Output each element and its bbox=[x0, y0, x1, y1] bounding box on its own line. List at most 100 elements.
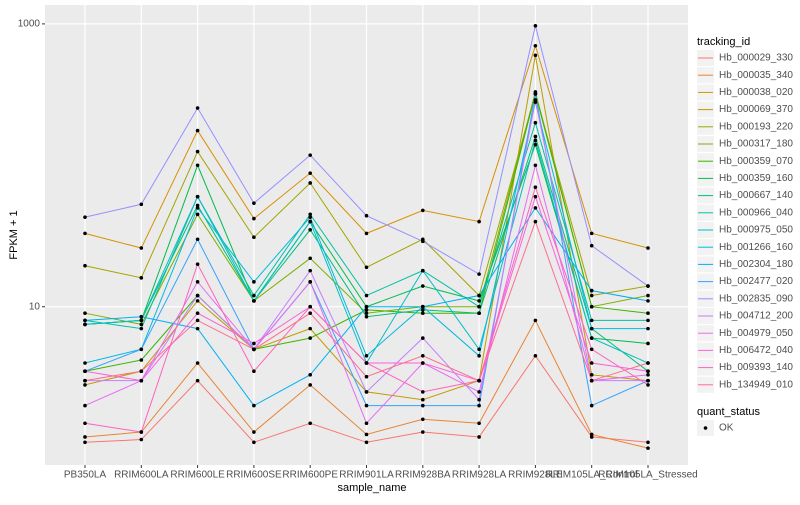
data-point bbox=[646, 318, 650, 323]
data-point bbox=[421, 361, 425, 365]
data-point bbox=[139, 437, 144, 442]
data-point bbox=[83, 440, 87, 445]
legend-label: Hb_000966_040 bbox=[719, 207, 793, 218]
data-point bbox=[364, 403, 369, 408]
legend-label: Hb_000975_050 bbox=[719, 225, 793, 236]
data-point bbox=[195, 194, 200, 199]
data-point bbox=[533, 53, 538, 58]
legend-label: Hb_000069_370 bbox=[719, 104, 793, 115]
x-tick-label: RRIM105LA_Stressed bbox=[598, 470, 698, 481]
data-point bbox=[421, 304, 425, 309]
x-tick-label: PB350LA bbox=[64, 470, 107, 481]
data-point bbox=[308, 304, 313, 309]
data-point bbox=[195, 149, 200, 154]
legend-label: Hb_000038_020 bbox=[719, 87, 793, 98]
data-point bbox=[252, 403, 256, 408]
legend-label: Hb_134949_010 bbox=[719, 379, 793, 390]
data-point bbox=[139, 318, 144, 323]
data-point bbox=[589, 432, 594, 437]
data-point bbox=[421, 417, 425, 422]
data-point bbox=[364, 421, 369, 426]
data-point bbox=[533, 194, 538, 199]
data-point bbox=[308, 268, 313, 273]
data-point bbox=[477, 299, 481, 303]
data-point bbox=[533, 120, 538, 125]
data-point bbox=[646, 361, 650, 365]
data-point bbox=[83, 378, 87, 383]
data-point bbox=[533, 142, 538, 147]
data-point bbox=[195, 378, 200, 383]
data-point bbox=[195, 163, 200, 168]
data-point bbox=[646, 341, 650, 346]
data-point bbox=[533, 92, 538, 96]
data-point bbox=[308, 336, 313, 340]
data-point bbox=[533, 318, 538, 323]
data-point bbox=[477, 347, 481, 352]
x-axis-title: sample_name bbox=[337, 482, 406, 494]
legend-label: Hb_000359_160 bbox=[719, 173, 793, 184]
data-point bbox=[195, 212, 200, 217]
data-point bbox=[589, 403, 594, 408]
data-point bbox=[252, 216, 256, 221]
data-point bbox=[364, 432, 369, 437]
data-point bbox=[308, 256, 313, 261]
data-point bbox=[252, 280, 256, 284]
data-point bbox=[421, 311, 425, 315]
data-point bbox=[83, 403, 87, 408]
data-point bbox=[646, 369, 650, 374]
data-point bbox=[477, 293, 481, 298]
y-tick-label: 10 bbox=[29, 301, 41, 312]
data-point bbox=[589, 243, 594, 248]
data-point bbox=[308, 153, 313, 157]
data-point bbox=[589, 231, 594, 236]
data-point bbox=[533, 98, 538, 102]
data-point bbox=[83, 435, 87, 439]
data-point bbox=[364, 231, 369, 236]
data-point bbox=[477, 397, 481, 402]
data-point bbox=[252, 201, 256, 205]
data-point bbox=[421, 353, 425, 358]
data-point bbox=[477, 378, 481, 383]
legend-label: Hb_000359_070 bbox=[719, 156, 793, 167]
data-point bbox=[646, 378, 650, 383]
data-point bbox=[83, 361, 87, 365]
x-tick-label: RRIM928LA bbox=[452, 470, 507, 481]
data-point bbox=[589, 293, 594, 298]
data-point bbox=[477, 219, 481, 224]
data-point bbox=[83, 263, 87, 268]
legend-label: Hb_000317_180 bbox=[719, 139, 793, 150]
data-point bbox=[477, 435, 481, 439]
data-point bbox=[477, 311, 481, 315]
data-point bbox=[364, 374, 369, 379]
data-point bbox=[83, 322, 87, 327]
x-tick-label: RRIM600SE bbox=[226, 470, 282, 481]
data-point bbox=[589, 347, 594, 352]
data-point bbox=[421, 308, 425, 312]
data-point bbox=[421, 390, 425, 394]
legend-point bbox=[703, 426, 708, 430]
data-point bbox=[646, 446, 650, 450]
data-point bbox=[308, 181, 313, 185]
data-point bbox=[364, 293, 369, 298]
data-point bbox=[195, 293, 200, 298]
data-point bbox=[252, 299, 256, 303]
data-point bbox=[421, 268, 425, 273]
data-point bbox=[646, 246, 650, 250]
data-point bbox=[252, 369, 256, 374]
data-point bbox=[589, 318, 594, 323]
data-point bbox=[364, 361, 369, 365]
data-point bbox=[83, 318, 87, 323]
data-point bbox=[139, 202, 144, 207]
legend-label: Hb_000035_340 bbox=[719, 70, 793, 81]
x-tick-label: RRIM600LE bbox=[170, 470, 225, 481]
x-tick-label: RRIM928LE bbox=[508, 470, 563, 481]
data-point bbox=[421, 239, 425, 244]
data-point bbox=[533, 163, 538, 168]
data-point bbox=[646, 326, 650, 331]
data-point bbox=[477, 403, 481, 408]
data-point bbox=[477, 421, 481, 426]
data-point bbox=[308, 227, 313, 232]
data-point bbox=[308, 219, 313, 224]
data-point bbox=[364, 213, 369, 218]
